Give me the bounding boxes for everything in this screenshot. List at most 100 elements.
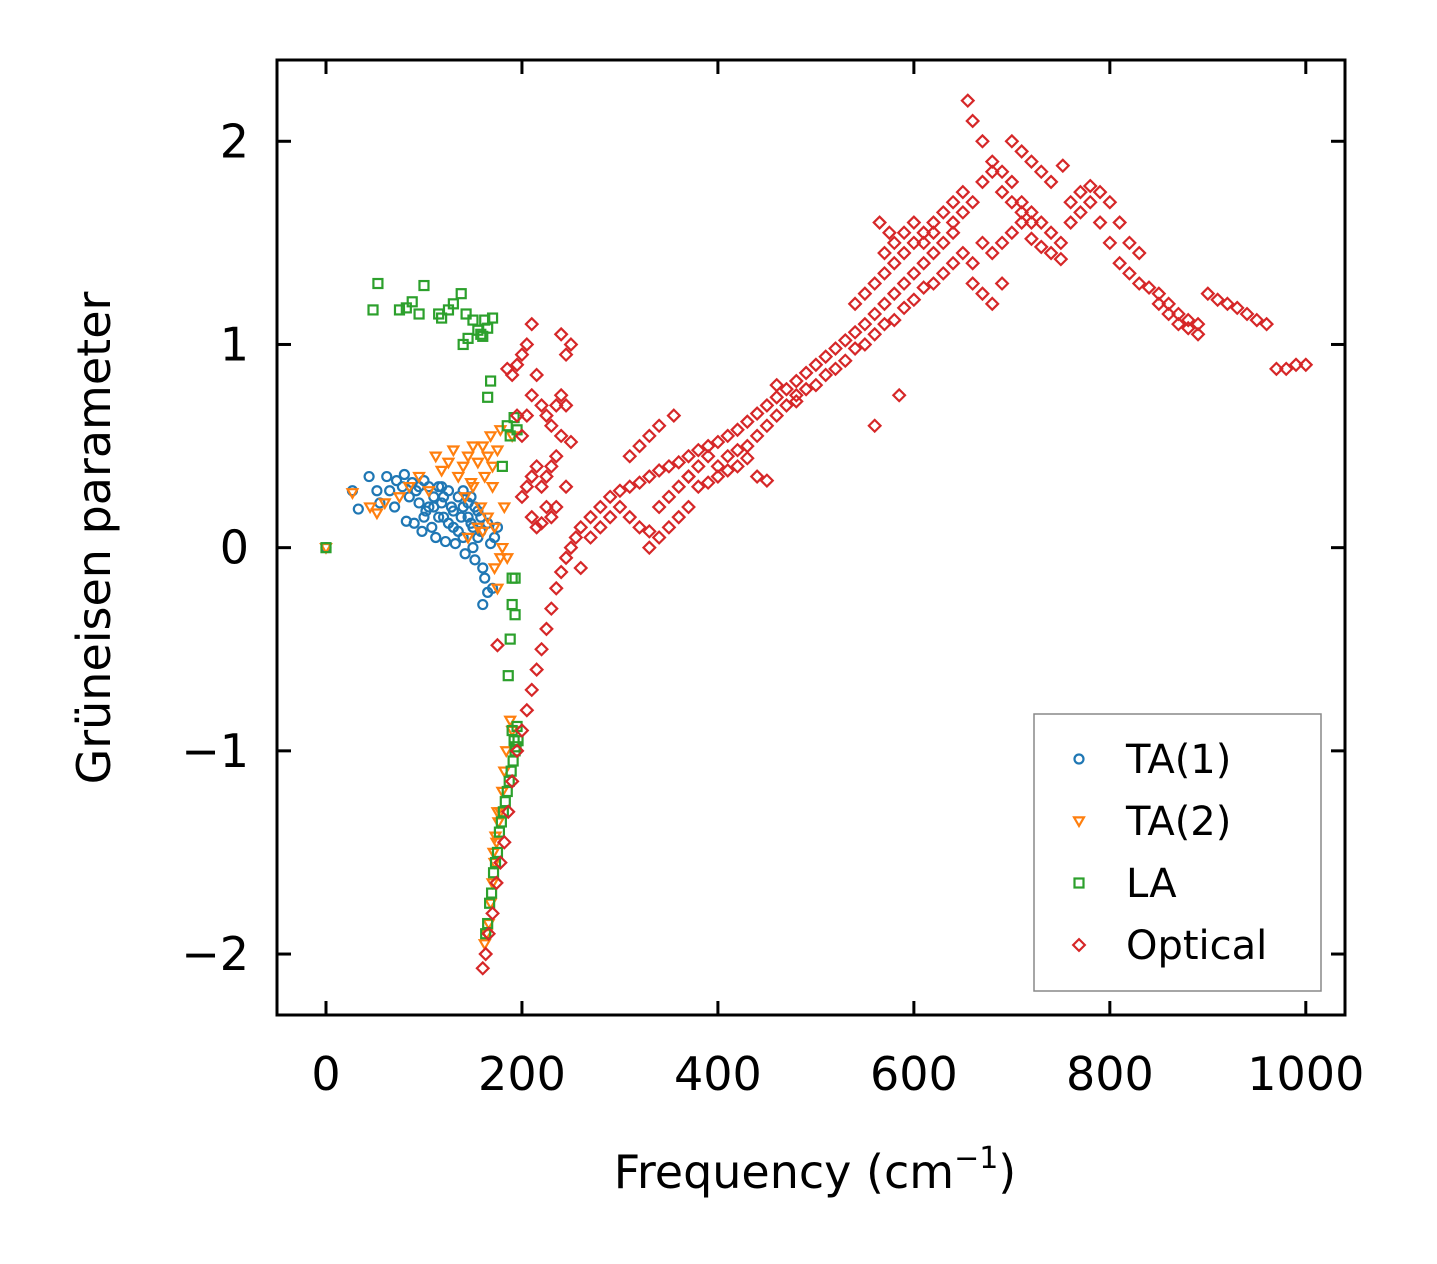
y-tick-label: −1 bbox=[181, 724, 249, 778]
data-point bbox=[497, 806, 509, 818]
data-point bbox=[457, 485, 469, 497]
data-point bbox=[372, 277, 384, 290]
data-point bbox=[483, 431, 498, 444]
data-point bbox=[916, 225, 932, 241]
data-point bbox=[779, 398, 794, 413]
data-point bbox=[490, 583, 505, 596]
data-point bbox=[457, 501, 469, 513]
data-point bbox=[548, 580, 564, 596]
data-point bbox=[1131, 245, 1147, 261]
data-point bbox=[352, 503, 364, 515]
data-point bbox=[509, 609, 521, 621]
data-point bbox=[1033, 239, 1049, 255]
data-point bbox=[499, 746, 514, 758]
data-point bbox=[926, 215, 941, 230]
data-point bbox=[1171, 316, 1186, 332]
data-point bbox=[896, 245, 912, 261]
data-point bbox=[363, 502, 377, 515]
data-point bbox=[548, 499, 564, 515]
data-point bbox=[475, 441, 490, 454]
data-point bbox=[413, 497, 425, 509]
data-point bbox=[661, 489, 677, 505]
data-point bbox=[906, 215, 922, 230]
data-point bbox=[446, 445, 461, 458]
data-point bbox=[436, 481, 448, 493]
data-point bbox=[1014, 204, 1030, 220]
data-point bbox=[720, 463, 736, 478]
data-point bbox=[1122, 265, 1137, 281]
data-point bbox=[666, 408, 682, 423]
data-point bbox=[945, 225, 961, 241]
data-point bbox=[818, 367, 834, 383]
data-point bbox=[509, 743, 525, 759]
data-point bbox=[363, 470, 375, 483]
data-point bbox=[519, 479, 535, 495]
data-point bbox=[568, 530, 584, 545]
data-point bbox=[500, 804, 516, 820]
data-point bbox=[877, 265, 892, 281]
data-point bbox=[886, 235, 902, 251]
data-point bbox=[1092, 215, 1108, 230]
data-point bbox=[482, 391, 494, 403]
data-point bbox=[612, 483, 628, 499]
data-point bbox=[471, 522, 485, 535]
data-point bbox=[622, 448, 638, 464]
data-point bbox=[436, 312, 448, 324]
data-point bbox=[641, 540, 657, 556]
data-point bbox=[1220, 296, 1235, 312]
data-point bbox=[828, 361, 843, 377]
data-point bbox=[1033, 215, 1049, 230]
data-point bbox=[651, 463, 667, 478]
data-point bbox=[877, 296, 892, 312]
y-tick-label: 2 bbox=[220, 114, 249, 168]
data-point bbox=[916, 280, 932, 295]
data-point bbox=[485, 482, 500, 494]
data-point bbox=[519, 337, 535, 352]
data-point bbox=[1102, 194, 1118, 210]
data-point bbox=[867, 306, 883, 322]
data-point bbox=[886, 312, 902, 328]
data-point bbox=[563, 540, 579, 556]
data-point bbox=[730, 422, 745, 438]
data-point bbox=[534, 641, 549, 657]
data-point bbox=[480, 451, 495, 464]
data-point bbox=[539, 469, 554, 484]
data-point bbox=[1073, 184, 1088, 200]
data-point bbox=[916, 235, 932, 251]
data-point bbox=[622, 479, 638, 495]
data-point bbox=[730, 458, 745, 474]
data-point bbox=[602, 489, 618, 505]
data-point bbox=[558, 347, 574, 363]
data-point bbox=[490, 637, 505, 653]
data-point bbox=[788, 387, 804, 403]
data-point bbox=[524, 387, 540, 403]
data-point bbox=[896, 300, 912, 316]
data-point bbox=[490, 445, 505, 458]
data-point bbox=[1063, 194, 1079, 210]
data-point bbox=[462, 332, 474, 344]
data-point bbox=[484, 897, 496, 909]
data-point bbox=[788, 373, 804, 389]
legend-marker bbox=[1073, 877, 1085, 889]
data-point bbox=[509, 357, 525, 373]
data-point bbox=[543, 601, 559, 617]
data-point bbox=[1249, 312, 1265, 328]
data-point bbox=[681, 448, 696, 464]
data-point bbox=[730, 442, 745, 458]
data-point bbox=[857, 286, 873, 302]
data-point bbox=[539, 621, 554, 637]
data-point bbox=[509, 572, 521, 584]
data-point bbox=[1092, 184, 1108, 200]
data-point bbox=[583, 509, 598, 525]
data-point bbox=[906, 265, 922, 281]
data-point bbox=[502, 670, 514, 682]
data-point bbox=[487, 522, 502, 535]
data-point bbox=[886, 286, 902, 302]
data-point bbox=[808, 377, 824, 393]
data-point bbox=[381, 470, 393, 483]
data-point bbox=[994, 235, 1010, 251]
data-point bbox=[1112, 255, 1128, 271]
data-point bbox=[493, 826, 506, 838]
data-point bbox=[499, 796, 511, 808]
data-point bbox=[500, 553, 515, 565]
